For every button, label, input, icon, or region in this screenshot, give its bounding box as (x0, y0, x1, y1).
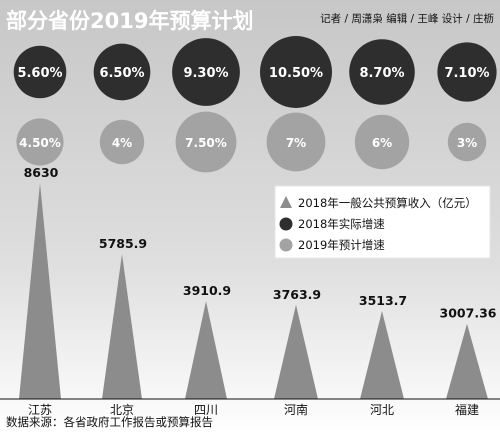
growth-2018-label: 10.50% (269, 66, 323, 81)
growth-2019-circle (354, 114, 410, 170)
revenue-triangle (19, 183, 61, 399)
growth-2018-label: 7.10% (444, 66, 489, 81)
growth-2019-circle (99, 119, 145, 165)
revenue-triangle (102, 254, 142, 399)
growth-2019-circles: 4.50% 4% 7.50% 7% 6% 3% (16, 111, 487, 173)
growth-2019-circle (447, 122, 487, 162)
revenue-value-label: 8630 (24, 165, 59, 180)
category-label: 河南 (284, 402, 308, 417)
growth-2018-circle (13, 45, 67, 99)
category-label: 福建 (455, 402, 479, 417)
growth-2018-circle (172, 38, 240, 106)
growth-2019-circle (175, 111, 237, 173)
category-label: 江苏 (28, 403, 52, 417)
growth-2019-label: 4% (112, 136, 132, 150)
revenue-triangle (360, 311, 404, 399)
category-label: 河北 (370, 403, 394, 417)
growth-2019-label: 4.50% (19, 136, 61, 150)
revenue-value-label: 3763.9 (273, 287, 321, 302)
growth-2019-label: 7% (286, 136, 306, 150)
legend: 2018年一般公共预算收入（亿元） 2018年实际增速 2019年预计增速 (274, 185, 491, 259)
growth-2019-label: 7.50% (185, 136, 227, 150)
legend-label: 2019年预计增速 (298, 238, 385, 252)
revenue-triangles (19, 183, 488, 399)
growth-2019-circle (16, 118, 64, 166)
revenue-triangle (185, 301, 227, 399)
revenue-value-label: 5785.9 (99, 236, 147, 251)
legend-label: 2018年实际增速 (298, 217, 385, 231)
legend-circle-swatch (279, 217, 293, 231)
growth-2018-circles: 5.60% 6.50% 9.30% 10.50% 8.70% 7.10% (13, 36, 497, 108)
growth-2019-circle (266, 112, 326, 172)
growth-2018-circle (349, 39, 415, 105)
legend-box (274, 185, 491, 259)
legend-circle-swatch (279, 238, 293, 252)
revenue-triangle (446, 323, 488, 399)
growth-2018-circle (437, 42, 497, 102)
growth-2018-label: 8.70% (359, 66, 404, 81)
legend-label: 2018年一般公共预算收入（亿元） (298, 196, 477, 210)
legend-triangle-swatch (280, 196, 292, 208)
chart-title: 部分省份2019年预算计划 (6, 9, 253, 33)
growth-2018-label: 5.60% (17, 66, 62, 81)
growth-2019-label: 6% (372, 136, 392, 150)
revenue-triangle (274, 304, 318, 399)
growth-2019-label: 3% (457, 136, 477, 150)
revenue-value-label: 3007.36 (440, 306, 497, 321)
revenue-value-label: 3513.7 (359, 293, 407, 308)
category-label: 四川 (194, 403, 218, 417)
credits-text: 记者 / 周潇枭 编辑 / 王峰 设计 / 庄枥 (320, 12, 494, 25)
category-labels: 江苏 北京 四川 河南 河北 福建 (28, 402, 479, 417)
revenue-value-label: 3910.9 (183, 283, 231, 298)
growth-2018-label: 9.30% (183, 66, 228, 81)
value-labels: 8630 5785.9 3910.9 3763.9 3513.7 3007.36 (24, 165, 497, 321)
growth-2018-circle (260, 36, 332, 108)
growth-2018-label: 6.50% (99, 66, 144, 81)
source-note: 数据来源：各省政府工作报告或预算报告 (6, 415, 213, 429)
growth-2018-circle (93, 43, 151, 101)
category-label: 北京 (110, 403, 134, 417)
